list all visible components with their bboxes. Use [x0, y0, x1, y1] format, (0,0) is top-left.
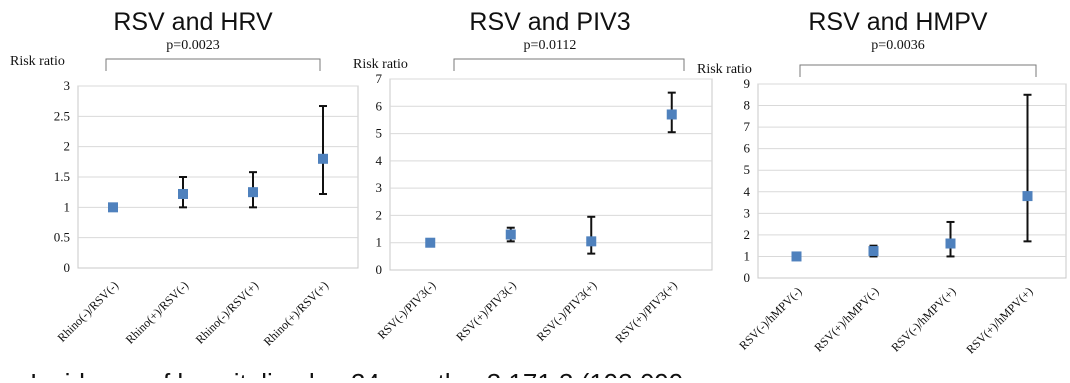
data-point [666, 109, 677, 120]
x-category-label: Rhino(+)/RSV(+) [261, 278, 331, 348]
y-tick-label: 5 [376, 126, 383, 141]
y-tick-label: 4 [376, 153, 383, 168]
chart-title: RSV and PIV3 [469, 8, 630, 36]
chart-title: RSV and HMPV [808, 8, 988, 36]
caption-text: Incidence of hospitalized ... 24 months:… [30, 368, 683, 378]
chart-panel-1: RSV and HRV p=0.0023 Risk ratio 0 0.5 1 1.5 2 2.… [10, 8, 359, 349]
y-tick-label: 0 [64, 260, 71, 275]
x-category-label: RSV(+)/PIV3(-) [453, 278, 519, 344]
y-tick-label: 6 [744, 141, 751, 156]
y-tick-label: 1 [376, 235, 383, 250]
data-point [1022, 191, 1033, 202]
x-category-label: Rhino(+)/RSV(-) [123, 278, 191, 346]
x-category-label: RSV(+)/hMPV(+) [963, 284, 1035, 356]
x-category-label: RSV(+)/PIV3(+) [612, 278, 680, 346]
y-tick-label: 2 [744, 227, 751, 242]
y-axis-label: Risk ratio [697, 62, 752, 77]
p-value-annotation: p=0.0036 [871, 38, 924, 53]
significance-bracket [105, 58, 321, 71]
data-point [586, 236, 597, 247]
significance-bracket [799, 64, 1037, 77]
data-point [945, 238, 956, 249]
plot-area [757, 83, 1067, 279]
x-category-label: RSV(-)/PIV3(-) [375, 278, 439, 342]
data-point [505, 229, 516, 240]
data-point [178, 188, 188, 199]
y-tick-label: 9 [744, 76, 751, 91]
data-point [318, 153, 328, 164]
data-point [108, 202, 118, 213]
plot-area [389, 78, 713, 271]
y-axis-label: Risk ratio [353, 57, 408, 72]
y-tick-label: 0.5 [54, 230, 70, 245]
x-category-label: RSV(-)/PIV3(+) [534, 278, 600, 344]
chart-panel-3: RSV and HMPV p=0.0036 Risk ratio 0 1 2 3 4 5 6 7 8 9… [697, 8, 1067, 357]
y-tick-label: 1 [744, 248, 751, 263]
x-category-label: RSV(-)/hMPV(-) [736, 284, 804, 352]
data-point [425, 237, 436, 248]
y-tick-label: 0 [376, 262, 383, 277]
y-tick-label: 4 [744, 184, 751, 199]
y-tick-label: 7 [376, 71, 383, 86]
y-tick-label: 5 [744, 162, 751, 177]
y-tick-label: 3 [376, 180, 383, 195]
y-tick-label: 1.5 [54, 169, 70, 184]
y-tick-label: 1 [64, 199, 71, 214]
y-tick-label: 2 [64, 139, 71, 154]
data-point [868, 246, 879, 257]
p-value-annotation: p=0.0023 [166, 38, 219, 53]
x-category-label: RSV(-)/hMPV(+) [888, 284, 958, 354]
data-point [248, 187, 258, 198]
y-tick-label: 7 [744, 119, 751, 134]
y-tick-label: 8 [744, 98, 751, 113]
chart-title: RSV and HRV [113, 8, 273, 36]
data-point [791, 251, 802, 262]
chart-panel-2: RSV and PIV3 p=0.0112 Risk ratio 0 1 2 3 4 5 6 7 RS… [353, 8, 713, 346]
y-tick-label: 3 [64, 78, 71, 93]
x-category-label: RSV(+)/hMPV(-) [811, 284, 881, 354]
y-tick-label: 2.5 [54, 108, 70, 123]
x-category-label: Rhino(-)/RSV(-) [55, 278, 121, 344]
y-tick-label: 0 [744, 270, 751, 285]
p-value-annotation: p=0.0112 [524, 38, 577, 53]
y-tick-label: 3 [744, 205, 751, 220]
significance-bracket [453, 58, 685, 71]
y-tick-label: 6 [376, 98, 383, 113]
y-tick-label: 2 [376, 207, 383, 222]
x-category-label: Rhino(-)/RSV(+) [193, 278, 261, 346]
y-axis-label: Risk ratio [10, 54, 65, 69]
